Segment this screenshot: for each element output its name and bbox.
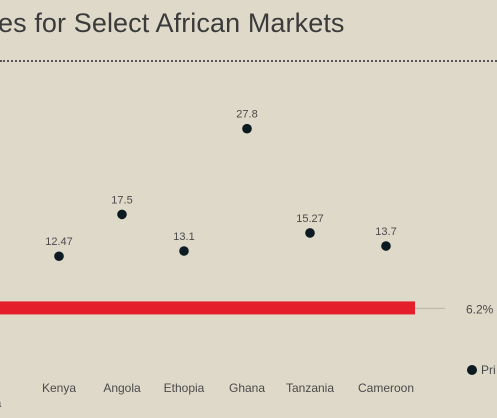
data-label: 15.27 [296, 213, 324, 225]
x-tick-label: Tanzania [286, 381, 334, 395]
data-label: 17.5 [111, 194, 132, 206]
data-point [242, 123, 252, 134]
x-tick-label: Cameroon [358, 381, 414, 395]
data-label: 27.8 [236, 109, 257, 121]
data-point [305, 228, 315, 238]
data-point [381, 241, 391, 251]
data-label: 13.1 [173, 231, 194, 243]
x-tick-label: Kenya [42, 381, 76, 395]
data-point [54, 251, 64, 262]
reference-label: 6.2% [466, 302, 494, 316]
x-tick-label: ca [0, 396, 2, 410]
data-label: 12.47 [45, 236, 73, 248]
data-point [179, 246, 189, 256]
chart-title: es for Select African Markets [0, 8, 345, 38]
legend-marker [467, 365, 477, 375]
x-tick-label: Angola [103, 381, 141, 395]
x-tick-label: Ghana [229, 381, 265, 395]
legend-label: Pri [481, 363, 496, 377]
title-divider [0, 60, 497, 62]
x-tick-label: Ethopia [164, 381, 205, 395]
data-point [117, 209, 127, 220]
data-label: 13.7 [375, 226, 396, 238]
reference-bar [0, 301, 415, 315]
